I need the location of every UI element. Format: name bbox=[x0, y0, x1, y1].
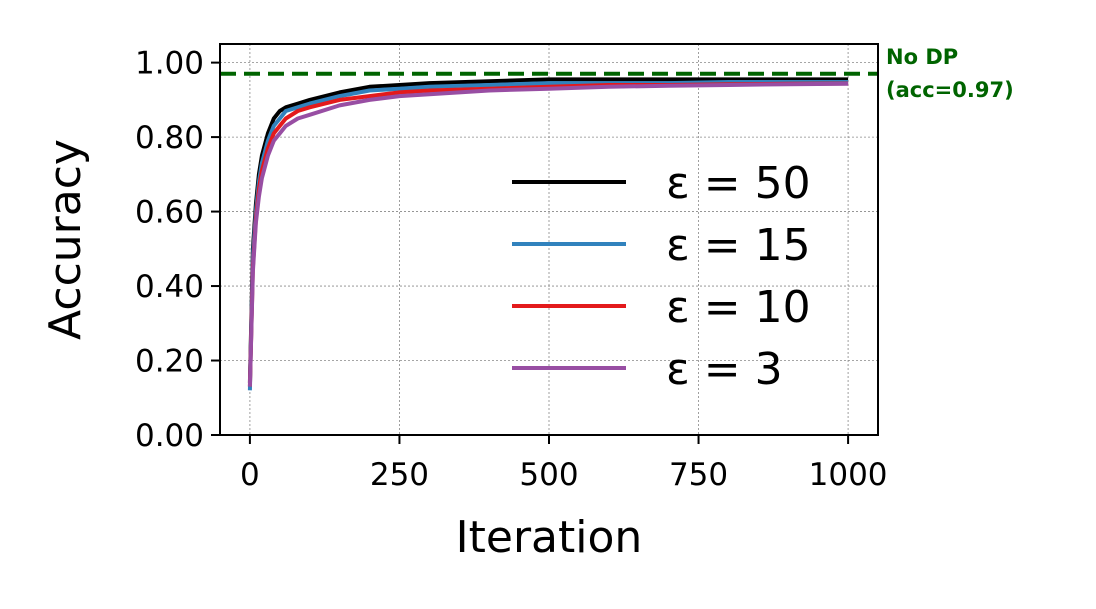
y-tick-label: 1.00 bbox=[135, 46, 204, 82]
y-axis-label: Accuracy bbox=[40, 139, 91, 340]
legend-label-1: ε = 15 bbox=[666, 220, 811, 271]
series-line-3 bbox=[247, 81, 849, 387]
legend-label-3: ε = 3 bbox=[666, 344, 783, 395]
x-tick-label: 750 bbox=[669, 457, 728, 493]
y-tick-label: 0.40 bbox=[135, 269, 204, 305]
x-tick-label: 500 bbox=[519, 457, 578, 493]
y-tick-label: 0.20 bbox=[135, 344, 204, 380]
x-tick-label: 250 bbox=[370, 457, 429, 493]
y-tick-label: 0.00 bbox=[135, 418, 204, 454]
series-lines bbox=[247, 77, 849, 391]
reference-label: No DP (acc=0.97) bbox=[886, 45, 1014, 102]
legend-label-0: ε = 50 bbox=[666, 158, 811, 209]
reference-label-line2: (acc=0.97) bbox=[886, 78, 1014, 102]
x-tick-label: 0 bbox=[240, 457, 260, 493]
y-tick-label: 0.60 bbox=[135, 195, 204, 231]
y-axis-ticks: 0.00 0.20 0.40 0.60 0.80 1.00 bbox=[135, 46, 220, 454]
reference-label-line1: No DP bbox=[886, 45, 958, 69]
y-tick-label: 0.80 bbox=[135, 120, 204, 156]
legend: ε = 50 ε = 15 ε = 10 ε = 3 bbox=[512, 158, 811, 395]
x-axis-label: Iteration bbox=[456, 512, 643, 563]
x-tick-label: 1000 bbox=[809, 457, 888, 493]
legend-label-2: ε = 10 bbox=[666, 282, 811, 333]
x-axis-ticks: 0 250 500 750 1000 bbox=[240, 435, 888, 493]
